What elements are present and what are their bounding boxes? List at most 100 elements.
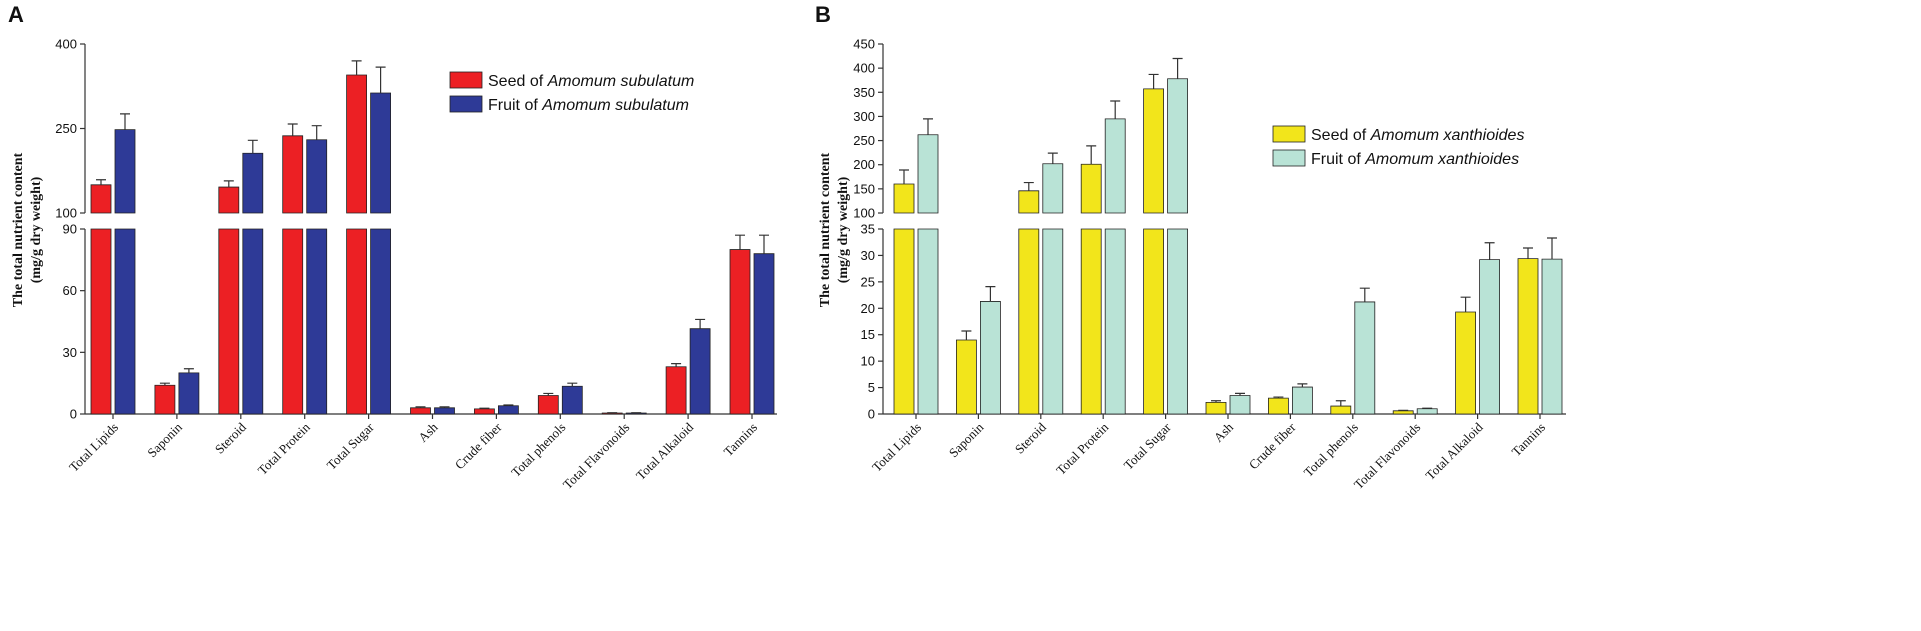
bar <box>1080 163 1102 415</box>
error-bar <box>567 382 578 387</box>
bar <box>434 407 455 415</box>
y-tick-label: 250 <box>55 121 77 136</box>
error-bar <box>985 286 996 302</box>
error-bar <box>1523 247 1533 259</box>
bar <box>282 135 304 415</box>
bar <box>893 183 915 415</box>
y-tick-label: 350 <box>853 85 875 100</box>
x-tick-label: Total Protein <box>255 419 314 478</box>
y-tick-label: 60 <box>63 283 77 298</box>
y-tick-label: 20 <box>861 301 875 316</box>
x-tick-label: Total Alkaloid <box>633 419 697 483</box>
legend-swatch <box>449 95 483 113</box>
legend-label: Fruit of Amomum xanthioides <box>1311 151 1519 168</box>
legend-label: Seed of Amomum xanthioides <box>1311 127 1524 144</box>
error-bar <box>415 406 426 408</box>
error-bar <box>311 125 322 140</box>
bar <box>1205 401 1227 415</box>
y-axis-label: (mg/g dry weight) <box>29 176 44 283</box>
error-bar <box>759 234 769 254</box>
bar <box>917 134 939 415</box>
y-tick-label: 15 <box>861 327 875 342</box>
error-bar <box>923 118 933 135</box>
bar <box>1392 410 1414 415</box>
x-tick-label: Total Lipids <box>66 420 121 475</box>
error-bar <box>1023 181 1034 191</box>
error-bar <box>120 113 130 130</box>
panel-label: B <box>815 2 831 27</box>
y-tick-label: 10 <box>861 354 875 369</box>
error-bar <box>671 363 682 367</box>
y-tick-label: 450 <box>853 37 875 52</box>
bar <box>980 301 1001 415</box>
x-tick-label: Total Sugar <box>1121 419 1175 473</box>
error-bar <box>1297 383 1308 388</box>
bar <box>1416 408 1438 415</box>
y-tick-label: 30 <box>861 248 875 263</box>
bar <box>1042 163 1064 415</box>
error-bar <box>1047 152 1058 164</box>
error-bar <box>1235 392 1245 396</box>
x-tick-label: Total Flavonoids <box>560 420 633 493</box>
error-bar <box>1086 145 1097 165</box>
y-tick-label: 30 <box>63 345 77 360</box>
bar <box>154 384 176 415</box>
legend-species: Amomum subulatum <box>541 97 689 114</box>
bar <box>729 249 751 415</box>
y-axis-label: (mg/g dry weight) <box>836 176 851 283</box>
y-tick-label: 0 <box>868 407 875 422</box>
x-tick-label: Total Lipids <box>869 420 924 475</box>
error-bar <box>287 123 298 136</box>
error-bar <box>961 330 972 340</box>
legend-text: Seed of <box>1311 127 1371 144</box>
bar <box>218 186 240 415</box>
bar <box>370 92 391 415</box>
y-tick-label: 150 <box>853 181 875 196</box>
bar <box>1292 386 1313 415</box>
x-tick-label: Tannins <box>721 420 761 460</box>
error-bar <box>735 234 745 250</box>
legend-swatch <box>1272 125 1306 143</box>
x-tick-label: Ash <box>415 419 441 445</box>
bar <box>561 385 583 415</box>
y-tick-label: 400 <box>853 61 875 76</box>
bar <box>1541 258 1563 415</box>
y-axis-label: The total nutrient content <box>818 152 833 307</box>
y-tick-label: 100 <box>853 206 875 221</box>
bar <box>474 408 495 415</box>
y-tick-label: 90 <box>63 222 77 237</box>
error-bar <box>1359 287 1370 302</box>
x-tick-label: Total Sugar <box>324 419 378 473</box>
error-bar <box>1335 400 1346 407</box>
error-bar <box>351 60 362 75</box>
bar <box>537 395 559 415</box>
error-bar <box>1148 73 1159 89</box>
error-bar <box>223 180 234 188</box>
x-tick-label: Saponin <box>946 419 987 460</box>
bar <box>753 253 775 415</box>
bar <box>1104 118 1126 415</box>
bar <box>242 152 264 415</box>
error-bar <box>247 139 258 154</box>
bar <box>114 129 136 415</box>
legend-swatch <box>449 71 483 89</box>
x-tick-label: Ash <box>1211 419 1237 445</box>
bar <box>90 184 112 415</box>
bar <box>1167 78 1188 415</box>
bar <box>410 407 431 415</box>
error-bar <box>479 407 490 409</box>
legend-label: Seed of Amomum subulatum <box>488 73 694 90</box>
bar <box>1517 258 1539 415</box>
bar <box>178 372 200 415</box>
error-bar <box>159 382 170 386</box>
bar <box>689 328 711 415</box>
x-tick-label: Steroid <box>1012 419 1050 457</box>
error-bar <box>1273 396 1284 399</box>
error-bar <box>1484 242 1495 260</box>
error-bar <box>1422 407 1433 409</box>
legend-text: Fruit of <box>488 97 542 114</box>
legend-label: Fruit of Amomum subulatum <box>488 97 689 114</box>
bar <box>665 366 687 415</box>
error-bar <box>1110 100 1121 119</box>
